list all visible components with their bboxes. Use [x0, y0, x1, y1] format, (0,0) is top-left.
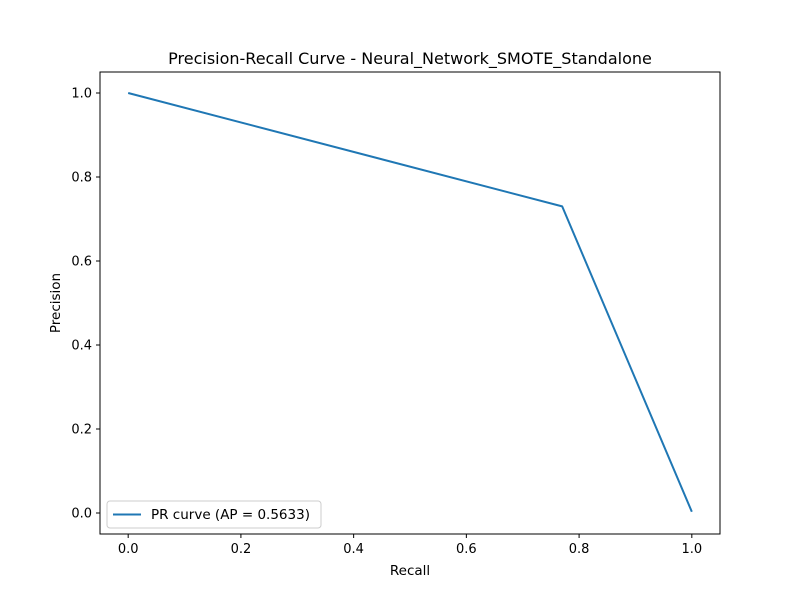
y-tick-label: 0.8 — [71, 171, 92, 186]
x-tick-label: 1.0 — [681, 542, 702, 557]
y-axis-ticks: 0.0 0.2 0.4 0.6 0.8 1.0 — [71, 87, 100, 522]
y-tick-label: 0.6 — [71, 255, 92, 270]
x-tick-label: 0.2 — [231, 542, 252, 557]
y-tick-label: 0.4 — [71, 339, 92, 354]
series-layer — [127, 92, 693, 513]
y-tick-label: 0.0 — [71, 507, 92, 522]
x-tick-label: 0.4 — [343, 542, 364, 557]
axes-frame — [99, 71, 721, 535]
chart-title: Precision-Recall Curve - Neural_Network_… — [168, 49, 652, 69]
legend-label-pr-curve: PR curve (AP = 0.5633) — [151, 507, 310, 523]
x-tick-label: 0.6 — [456, 542, 477, 557]
x-tick-label: 0.0 — [118, 542, 139, 557]
plot-area — [100, 72, 720, 534]
x-tick-label: 0.8 — [569, 542, 590, 557]
y-axis-label: Precision — [48, 273, 64, 333]
legend: PR curve (AP = 0.5633) — [106, 500, 322, 529]
y-tick-label: 0.2 — [71, 423, 92, 438]
x-axis-label: Recall — [390, 563, 430, 579]
legend-box — [106, 500, 322, 529]
y-tick-label: 1.0 — [71, 87, 92, 102]
series-line-pr-curve — [127, 92, 693, 513]
x-axis-ticks: 0.0 0.2 0.4 0.6 0.8 1.0 — [118, 534, 702, 557]
